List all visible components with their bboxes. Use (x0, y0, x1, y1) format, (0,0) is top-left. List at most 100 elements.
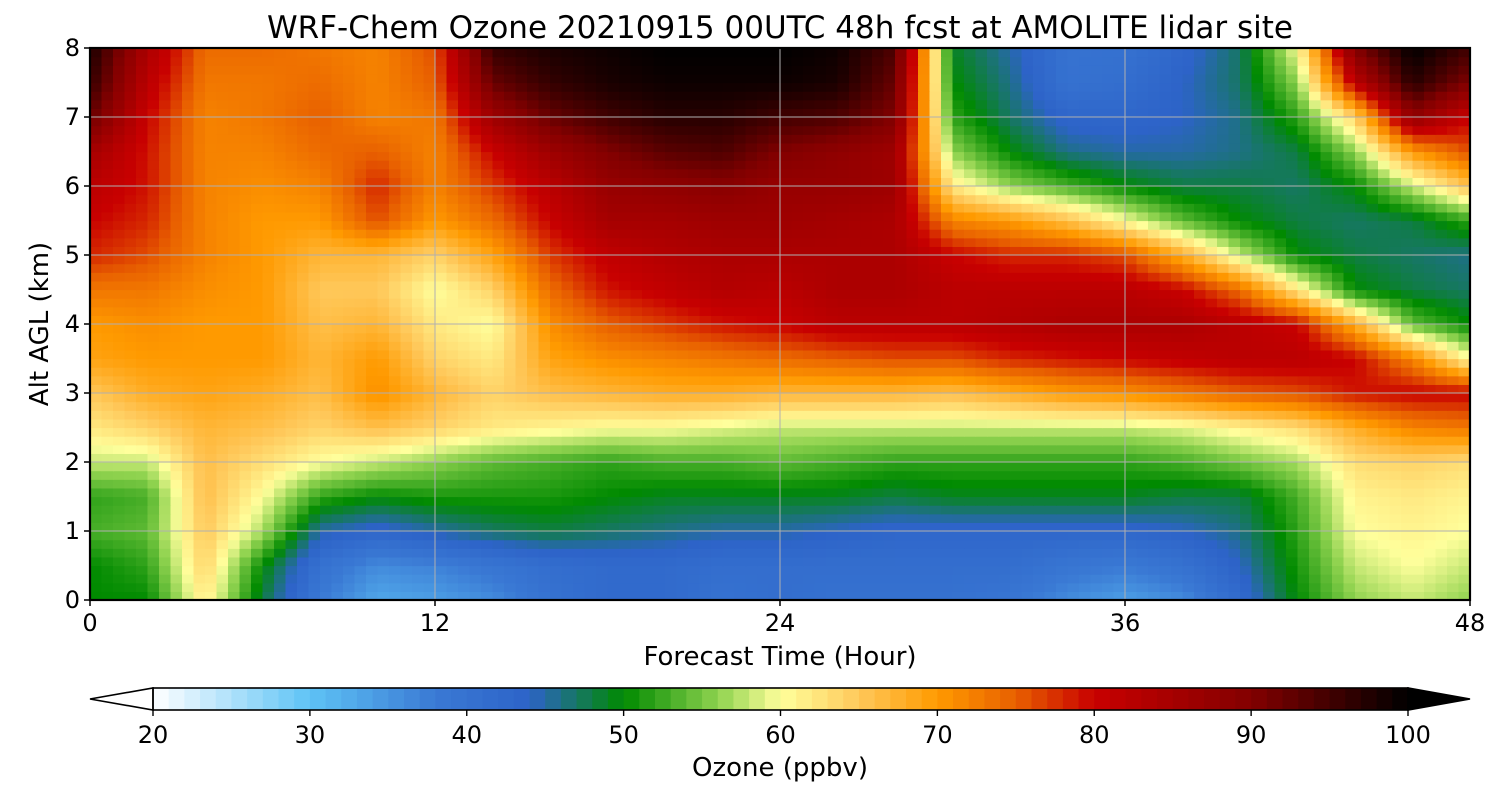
heatmap-cell (734, 513, 747, 523)
heatmap-cell (860, 401, 873, 411)
heatmap-cell (159, 289, 172, 299)
heatmap-cell (377, 496, 390, 506)
heatmap-cell (1021, 487, 1034, 498)
heatmap-cell (412, 367, 425, 377)
heatmap-cell (1136, 280, 1149, 291)
heatmap-cell (1251, 582, 1264, 592)
heatmap-cell (1240, 496, 1253, 506)
heatmap-cell (1332, 358, 1345, 368)
heatmap-cell (1148, 436, 1161, 446)
heatmap-cell (964, 591, 977, 601)
heatmap-cell (527, 574, 540, 584)
heatmap-cell (1309, 531, 1322, 541)
heatmap-cell (1021, 349, 1034, 360)
heatmap-cell (101, 539, 114, 549)
heatmap-cell (1033, 548, 1046, 558)
heatmap-cell (1240, 341, 1253, 351)
heatmap-cell (504, 410, 517, 420)
heatmap-cell (676, 565, 689, 575)
heatmap-cell (1458, 513, 1471, 523)
heatmap-cell (883, 332, 896, 342)
heatmap-cell (653, 591, 666, 601)
heatmap-cell (665, 298, 678, 308)
heatmap-cell (642, 237, 655, 247)
heatmap-cell (676, 263, 689, 273)
heatmap-cell (1240, 591, 1253, 601)
heatmap-cell (1033, 453, 1046, 463)
heatmap-cell (1171, 393, 1184, 403)
heatmap-cell (1274, 444, 1287, 454)
heatmap-cell (1010, 513, 1023, 523)
heatmap-cell (757, 574, 770, 584)
heatmap-cell (1263, 462, 1276, 472)
heatmap-cell (1113, 539, 1126, 549)
heatmap-cell (193, 289, 206, 299)
heatmap-cell (1182, 548, 1195, 558)
heatmap-cell (515, 591, 528, 601)
heatmap-cell (1113, 358, 1126, 368)
heatmap-cell (1240, 375, 1253, 385)
heatmap-cell (1447, 367, 1460, 377)
heatmap-cell (481, 539, 494, 549)
heatmap-cell (1458, 418, 1471, 429)
heatmap-cell (343, 479, 356, 489)
heatmap-cell (124, 556, 137, 567)
heatmap-cell (1228, 470, 1241, 480)
heatmap-cell (331, 358, 344, 368)
heatmap-cell (435, 410, 448, 420)
heatmap-cell (1125, 565, 1138, 575)
heatmap-cell (688, 306, 701, 316)
heatmap-cell (849, 237, 862, 247)
heatmap-cell (1228, 453, 1241, 463)
heatmap-cell (527, 453, 540, 463)
heatmap-cell (1458, 263, 1471, 273)
heatmap-cell (1044, 453, 1057, 463)
heatmap-cell (412, 462, 425, 472)
heatmap-cell (1171, 574, 1184, 584)
heatmap-cell (1286, 505, 1299, 515)
heatmap-cell (757, 565, 770, 575)
heatmap-cell (964, 280, 977, 291)
heatmap-cell (101, 496, 114, 506)
heatmap-cell (1343, 418, 1356, 429)
heatmap-cell (584, 591, 597, 601)
heatmap-cell (1125, 556, 1138, 567)
heatmap-cell (780, 574, 793, 584)
heatmap-cell (331, 315, 344, 325)
heatmap-cell (527, 332, 540, 342)
heatmap-cell (941, 410, 954, 420)
heatmap-cell (515, 479, 528, 489)
heatmap-cell (837, 306, 850, 316)
heatmap-cell (1424, 410, 1437, 420)
heatmap-cell (1297, 548, 1310, 558)
heatmap-cell (895, 358, 908, 368)
heatmap-cell (1401, 384, 1414, 394)
heatmap-cell (262, 522, 275, 532)
heatmap-cell (435, 496, 448, 506)
heatmap-cell (136, 272, 149, 282)
heatmap-cell (331, 367, 344, 377)
heatmap-cell (527, 591, 540, 601)
heatmap-cell (964, 462, 977, 472)
heatmap-cell (354, 427, 367, 437)
heatmap-cell (1125, 513, 1138, 523)
heatmap-cell (1320, 349, 1333, 360)
heatmap-cell (515, 436, 528, 446)
heatmap-cell (400, 539, 413, 549)
heatmap-cell (435, 384, 448, 394)
heatmap-cell (1412, 306, 1425, 316)
heatmap-cell (515, 539, 528, 549)
heatmap-cell (308, 237, 321, 247)
heatmap-cell (1309, 341, 1322, 351)
heatmap-cell (791, 393, 804, 403)
heatmap-cell (987, 444, 1000, 454)
heatmap-cell (941, 462, 954, 472)
heatmap-cell (584, 401, 597, 411)
heatmap-cell (193, 401, 206, 411)
heatmap-cell (895, 384, 908, 394)
heatmap-cell (147, 384, 160, 394)
heatmap-cell (354, 496, 367, 506)
heatmap-cell (1274, 272, 1287, 282)
heatmap-cell (331, 401, 344, 411)
heatmap-cell (1182, 479, 1195, 489)
